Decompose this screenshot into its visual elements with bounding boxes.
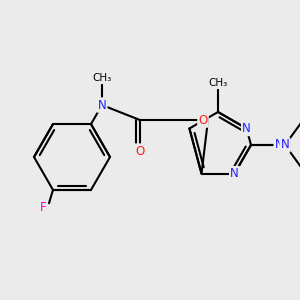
Text: CH₃: CH₃ (208, 78, 228, 88)
Text: N: N (242, 122, 251, 135)
Text: N: N (274, 139, 284, 152)
Text: N: N (230, 167, 239, 180)
Text: N: N (98, 98, 106, 112)
Text: CH₃: CH₃ (92, 73, 112, 83)
Text: O: O (198, 113, 208, 127)
Text: N: N (280, 139, 290, 152)
Text: F: F (40, 201, 46, 214)
Text: O: O (135, 145, 145, 158)
